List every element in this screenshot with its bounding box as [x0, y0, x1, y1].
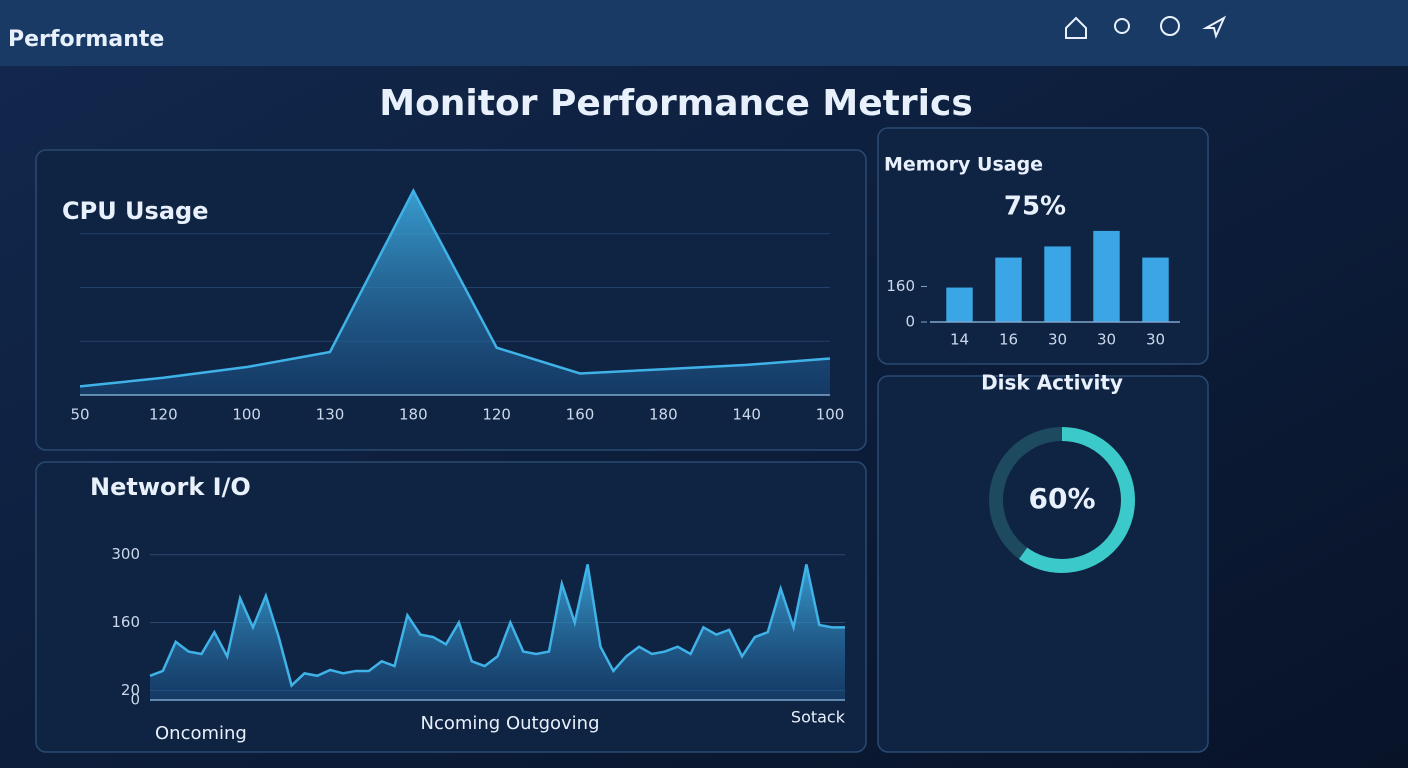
network-panel: [35, 461, 867, 753]
x-tick-label: 100: [816, 406, 845, 424]
annotation: Oncoming: [155, 723, 247, 744]
x-tick-label: 120: [149, 406, 178, 424]
home-icon[interactable]: [1065, 16, 1087, 39]
x-tick-label: 50: [70, 406, 89, 424]
x-tick-label: 16: [999, 331, 1018, 349]
y-tick-label: 160: [111, 613, 140, 631]
x-tick-label: 130: [316, 406, 345, 424]
user-icon[interactable]: [1160, 16, 1180, 36]
app-name: Performante: [8, 27, 164, 52]
y-tick-label: 300: [111, 545, 140, 563]
x-tick-label: 120: [482, 406, 511, 424]
x-tick-label: 160: [566, 406, 595, 424]
bar: [946, 287, 973, 322]
area-line: [149, 564, 845, 688]
x-tick-label: 100: [232, 406, 261, 424]
settings-icon[interactable]: [1114, 18, 1130, 34]
annotation: Sotack: [791, 708, 846, 727]
panel-title: Disk Activity: [981, 371, 1123, 395]
panel-title: Network I/O: [90, 473, 251, 501]
x-tick-label: 14: [950, 331, 969, 349]
area-fill: [150, 564, 845, 700]
area-fill: [80, 190, 830, 395]
x-tick-label: 30: [1146, 331, 1165, 349]
x-axis-label: Ncoming Outgoving: [420, 713, 599, 734]
header-bar: [0, 0, 1408, 66]
x-tick-label: 180: [649, 406, 678, 424]
y-tick-label: 160: [886, 277, 915, 295]
panel-title: CPU Usage: [62, 197, 208, 225]
y-tick-label: 0: [130, 691, 140, 709]
bar: [1142, 257, 1169, 322]
x-tick-label: 30: [1048, 331, 1067, 349]
panel-title: Memory Usage: [884, 154, 1043, 176]
area-line: [79, 188, 831, 388]
gauge-label: 60%: [1028, 482, 1095, 515]
bar: [1093, 230, 1120, 322]
x-tick-label: 30: [1097, 331, 1116, 349]
header-icons: [1065, 15, 1227, 40]
y-tick-label: 20: [121, 681, 140, 699]
x-tick-label: 180: [399, 406, 428, 424]
x-tick-label: 140: [732, 406, 761, 424]
panel-value: 75%: [1004, 192, 1066, 222]
bar: [995, 257, 1022, 322]
y-tick-label: 0: [905, 313, 915, 331]
bar: [1044, 246, 1071, 322]
send-icon[interactable]: [1202, 15, 1227, 40]
page-title: Monitor Performance Metrics: [379, 83, 973, 124]
gauge-arc: [989, 427, 1135, 573]
